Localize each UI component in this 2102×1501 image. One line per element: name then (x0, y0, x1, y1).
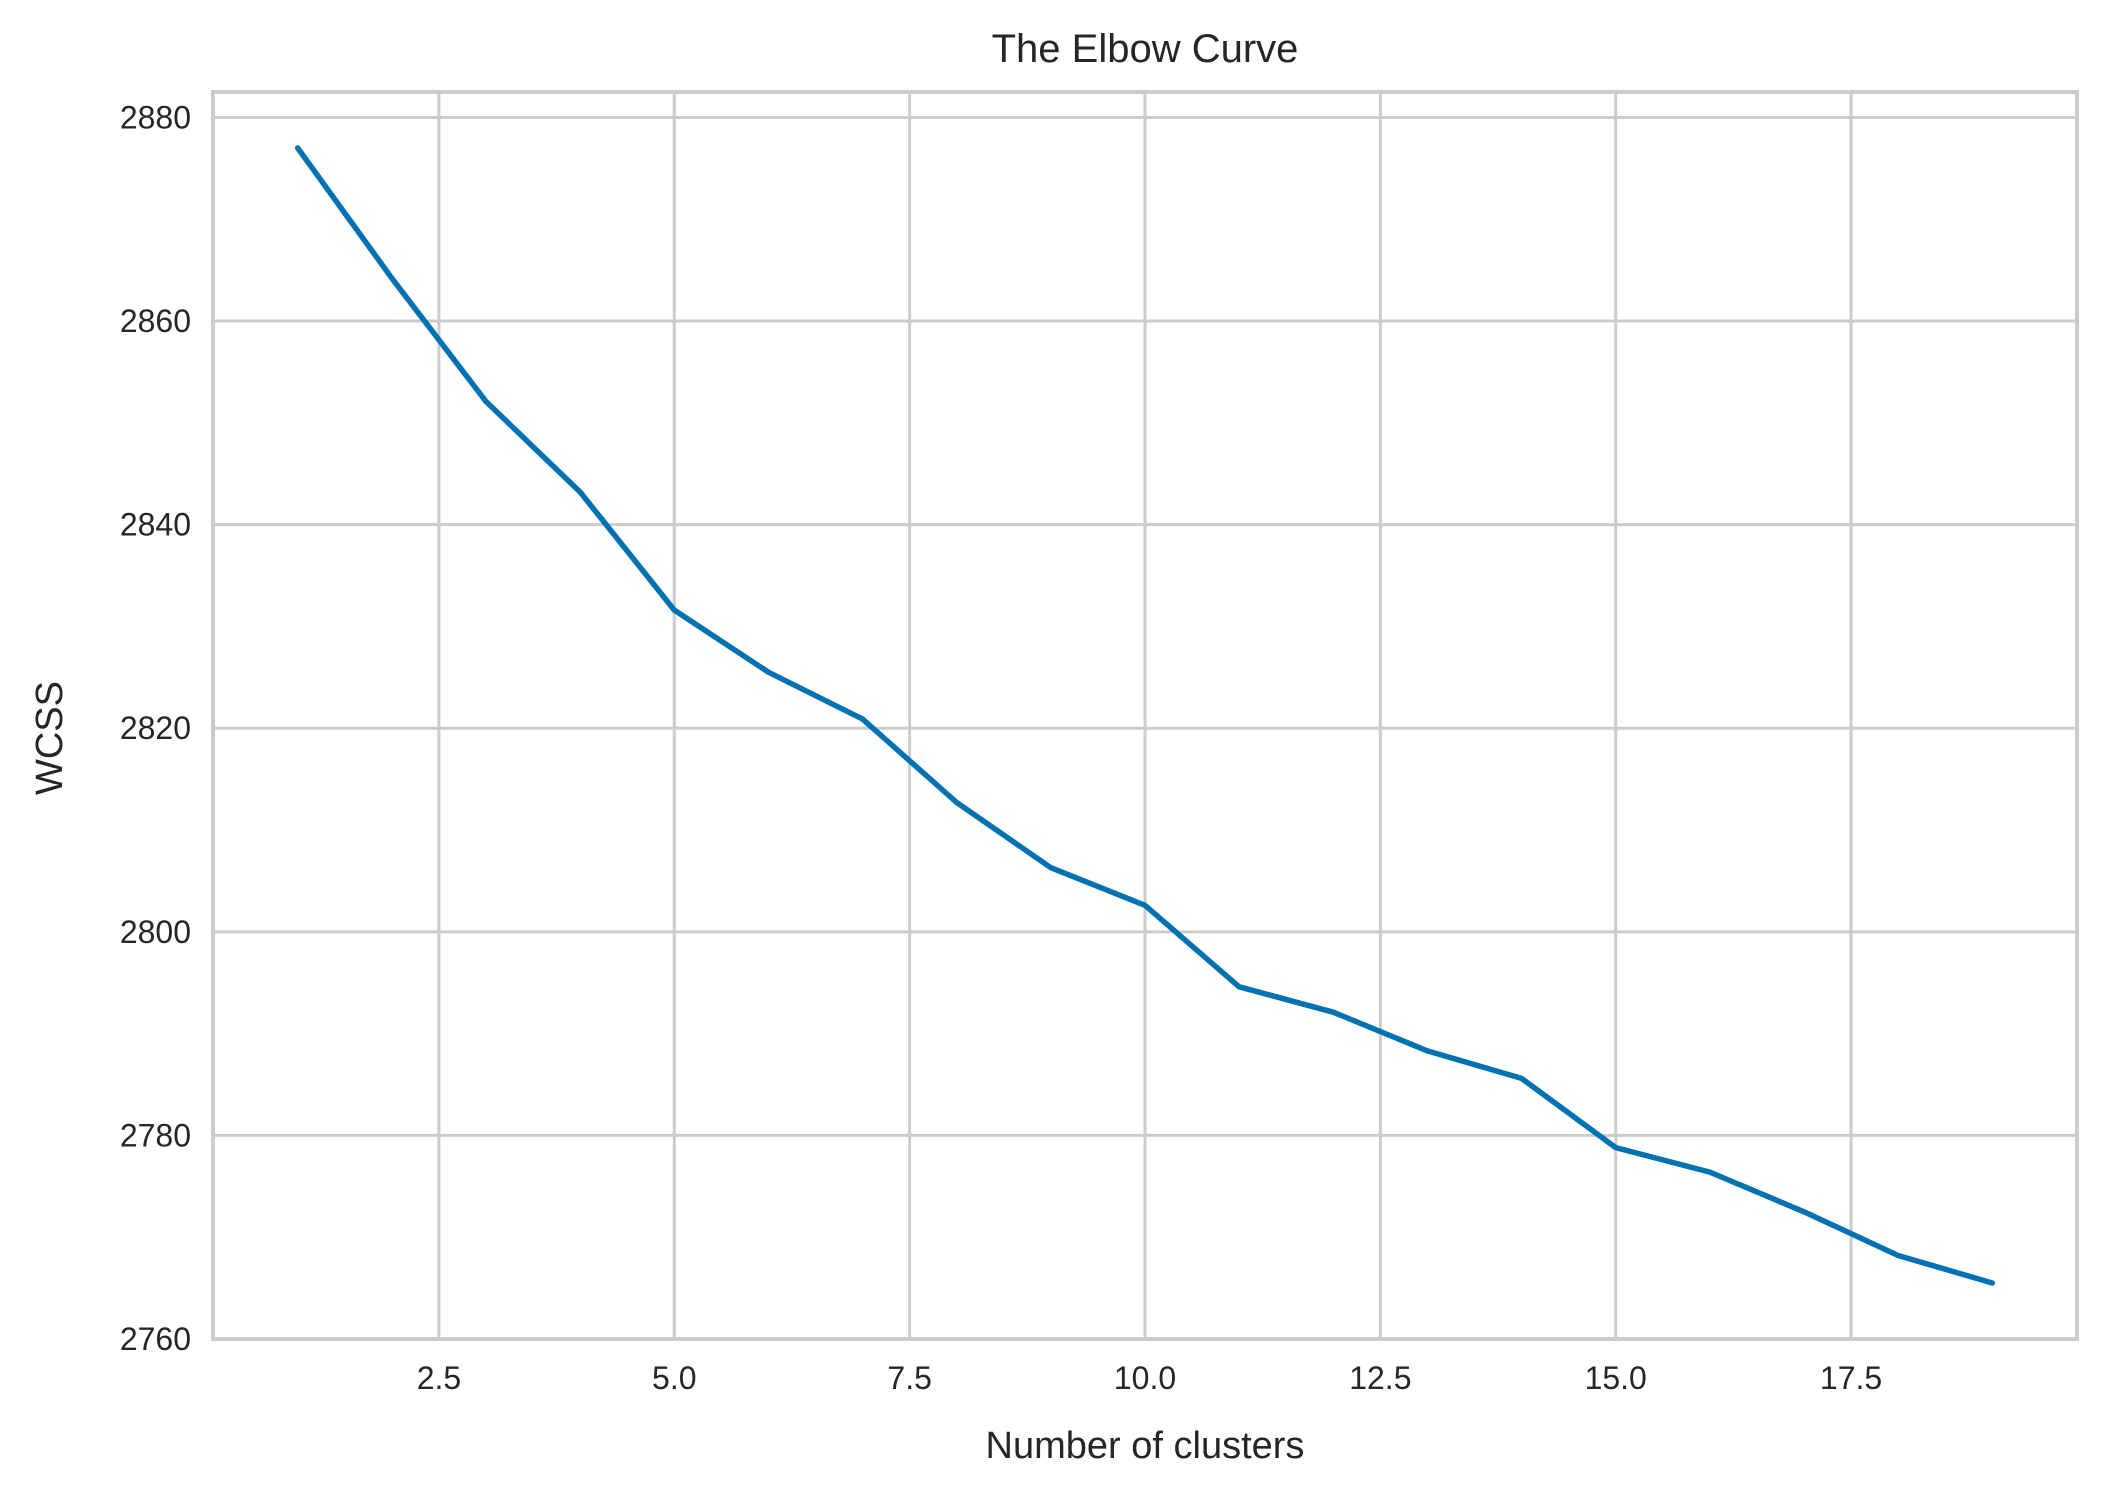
y-tick-label: 2840 (120, 507, 191, 543)
data-point (1707, 1169, 1713, 1175)
y-tick-label: 2820 (120, 710, 191, 746)
y-tick-label: 2880 (120, 99, 191, 135)
x-tick-label: 15.0 (1585, 1360, 1647, 1396)
data-point (765, 669, 771, 675)
x-tick-label: 10.0 (1114, 1360, 1176, 1396)
data-point (577, 489, 583, 495)
data-point (295, 145, 301, 151)
series-layer (294, 145, 1996, 1286)
data-point (1236, 984, 1242, 990)
data-point (954, 800, 960, 806)
data-point (1424, 1048, 1430, 1054)
data-point (1048, 865, 1054, 871)
data-point (483, 398, 489, 404)
y-axis-title: WCSS (29, 681, 71, 795)
tick-labels: 2.5 5.0 7.5 10.0 12.5 15.0 17.5 2760 2780 2800 282… (120, 99, 1882, 1396)
x-tick-label: 2.5 (417, 1360, 461, 1396)
plot-frame (211, 90, 2079, 1341)
x-tick-label: 7.5 (887, 1360, 931, 1396)
data-point (1142, 902, 1148, 908)
grid-layer (213, 92, 2077, 1341)
y-tick-label: 2780 (120, 1117, 191, 1153)
data-point (1989, 1280, 1995, 1286)
x-axis-title: Number of clusters (986, 1425, 1305, 1467)
data-point (389, 275, 395, 281)
y-tick-label: 2760 (120, 1321, 191, 1357)
data-point (671, 607, 677, 613)
x-tick-label: 17.5 (1820, 1360, 1882, 1396)
chart-title: The Elbow Curve (992, 27, 1299, 71)
data-point (1895, 1253, 1901, 1259)
x-tick-label: 12.5 (1349, 1360, 1411, 1396)
data-point (1801, 1209, 1807, 1215)
x-tick-label: 5.0 (652, 1360, 696, 1396)
data-point (1330, 1009, 1336, 1015)
data-point (860, 716, 866, 722)
y-tick-label: 2800 (120, 914, 191, 950)
data-point (1519, 1075, 1525, 1081)
y-tick-label: 2860 (120, 303, 191, 339)
data-point (1613, 1145, 1619, 1151)
